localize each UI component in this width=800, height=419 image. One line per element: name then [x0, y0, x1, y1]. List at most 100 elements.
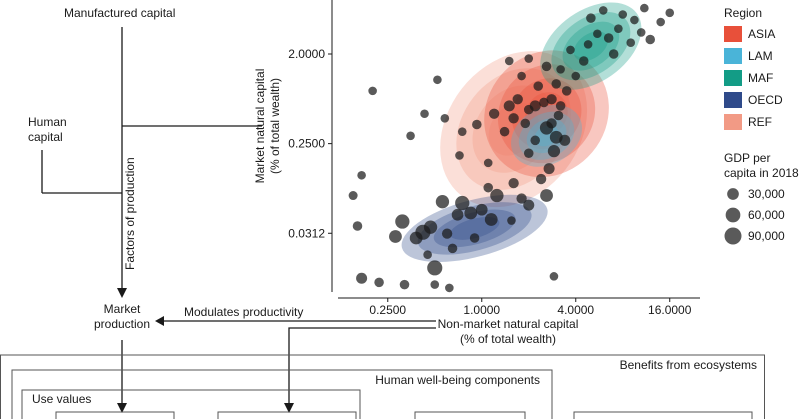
data-point-52	[533, 81, 544, 91]
legend-swatch-maf	[724, 70, 742, 86]
modulates-productivity-label: Modulates productivity	[184, 305, 303, 319]
data-point-31	[530, 135, 540, 146]
chart-legend: Region ASIA LAM MAF OECD REF GDP per capita …	[724, 6, 799, 245]
data-point-65	[626, 38, 636, 47]
legend-region-title: Region	[724, 6, 762, 20]
legend-size-circle-1	[727, 188, 739, 200]
legend-label-ref: REF	[748, 115, 772, 129]
data-point-76	[455, 151, 464, 160]
data-point-56	[541, 61, 552, 72]
data-point-26	[543, 163, 555, 175]
human-wellbeing-box	[11, 369, 553, 419]
data-point-27	[547, 145, 561, 158]
bottom-boxes	[0, 354, 765, 419]
human-capital-label-line2: capital	[28, 130, 63, 144]
data-point-72	[640, 3, 649, 13]
density-lam-level-2	[518, 111, 575, 160]
data-point-68	[656, 17, 665, 27]
legend-region-entries: ASIA LAM MAF OECD REF	[724, 26, 783, 130]
data-point-3	[352, 221, 363, 231]
data-point-78	[523, 148, 534, 159]
manufactured-capital-label: Manufactured capital	[64, 6, 175, 20]
data-point-35	[488, 108, 500, 119]
flow-arrowheads	[117, 288, 294, 413]
legend-size-label-3: 90,000	[748, 229, 785, 243]
x-axis-label-line1: Non-market natural capital	[438, 317, 579, 331]
legend-label-lam: LAM	[748, 49, 773, 63]
density-ref-level-4	[488, 102, 539, 156]
data-point-41	[406, 131, 415, 141]
data-point-53	[517, 71, 526, 81]
data-point-39	[440, 113, 450, 123]
density-asia-level-3	[511, 78, 582, 150]
market-production-label-line2: production	[94, 317, 150, 331]
data-point-81	[507, 216, 516, 225]
benefits-from-ecosystems-label: Benefits from ecosystems	[620, 358, 757, 372]
density-asia	[484, 50, 609, 178]
data-point-13	[441, 228, 453, 239]
benefits-item-4-box	[573, 411, 753, 419]
legend-label-asia: ASIA	[748, 27, 775, 41]
legend-swatch-ref	[724, 114, 742, 130]
scatter-chart: 0.2500 1.0000 4.0000 16.0000 0.0312 0.2500 2.0…	[253, 0, 700, 346]
data-point-58	[571, 71, 581, 81]
data-point-49	[555, 101, 566, 111]
data-point-51	[551, 79, 562, 89]
data-point-63	[603, 33, 614, 43]
data-point-20	[490, 188, 504, 203]
data-point-43	[433, 75, 442, 85]
data-point-77	[483, 158, 493, 168]
data-point-74	[608, 49, 619, 59]
data-point-61	[583, 40, 593, 49]
legend-label-oecd: OECD	[748, 93, 783, 107]
y-tick-label: 0.0312	[288, 226, 325, 240]
factors-of-production-label: Factors of production	[123, 157, 137, 270]
legend-size-title-line1: GDP per	[724, 151, 770, 165]
data-point-18	[475, 203, 488, 216]
use-values-box	[21, 389, 361, 419]
arrow-to-wellbeing-icon	[284, 403, 294, 413]
data-point-85	[445, 283, 454, 293]
data-point-70	[598, 6, 608, 15]
x-tick-label: 16.0000	[648, 303, 692, 317]
data-point-4	[356, 272, 368, 284]
legend-size-entries: 30,000 60,000 90,000	[724, 187, 785, 245]
x-tick-label: 4.0000	[557, 303, 594, 317]
data-point-34	[503, 100, 515, 112]
data-point-73	[630, 15, 639, 25]
data-point-38	[457, 127, 467, 136]
y-tick-label: 0.2500	[288, 137, 325, 151]
data-point-54	[504, 56, 514, 66]
density-oecd-level-1	[401, 194, 548, 263]
data-point-82	[469, 233, 480, 243]
x-tick-label: 0.2500	[369, 303, 406, 317]
data-point-80	[553, 110, 564, 121]
data-point-46	[529, 100, 541, 112]
data-point-75	[665, 8, 675, 18]
legend-size-title-line2: capita in 2018	[724, 166, 799, 180]
data-point-67	[645, 34, 656, 45]
legend-size-label-1: 30,000	[748, 187, 785, 201]
x-axis-label-line2: (% of total wealth)	[460, 332, 556, 346]
density-asia-level-1	[484, 50, 609, 178]
human-wellbeing-label: Human well-being components	[375, 373, 540, 387]
data-point-24	[535, 173, 547, 185]
data-point-10	[423, 220, 438, 234]
data-point-15	[451, 208, 464, 221]
data-points	[348, 3, 675, 293]
legend-swatch-asia	[724, 26, 742, 42]
data-point-37	[472, 119, 482, 130]
data-point-6	[389, 230, 402, 243]
data-point-48	[546, 94, 557, 105]
legend-size-label-2: 60,000	[748, 208, 785, 222]
data-point-14	[447, 243, 458, 254]
data-point-50	[561, 86, 572, 96]
data-point-55	[524, 54, 534, 63]
non-market-to-wellbeing-connector	[288, 327, 436, 405]
data-point-30	[559, 134, 571, 146]
data-point-7	[395, 214, 410, 229]
human-capital-label-line1: Human	[28, 115, 67, 129]
legend-size-circle-2	[725, 207, 741, 223]
data-point-42	[368, 86, 377, 96]
